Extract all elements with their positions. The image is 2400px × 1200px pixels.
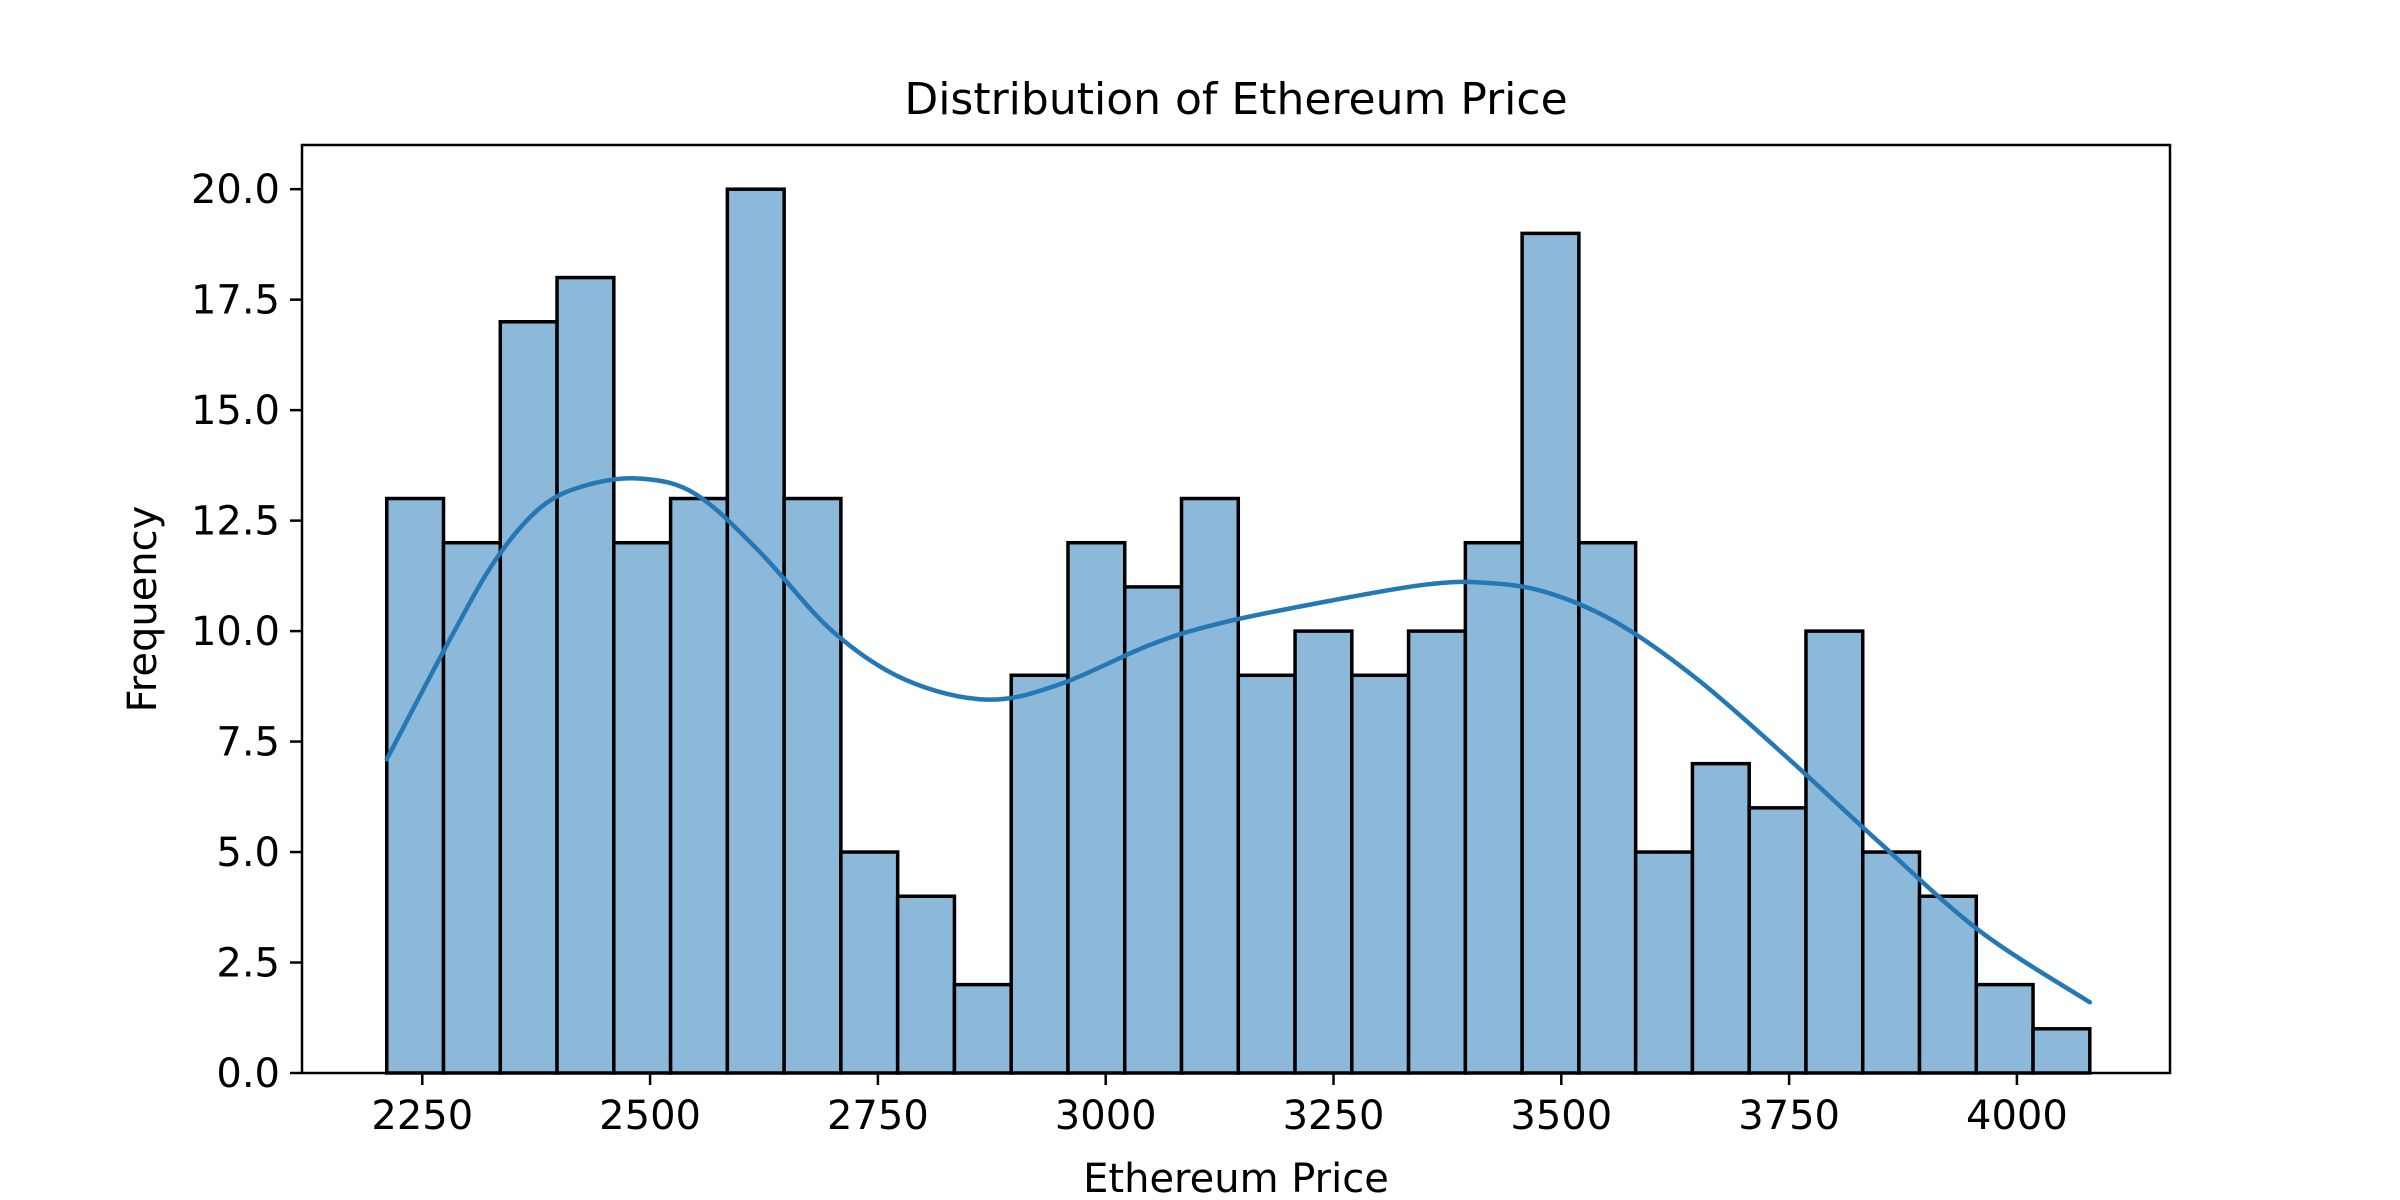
histogram-bar — [555, 275, 616, 1075]
y-tick-label: 0.0 — [216, 1051, 280, 1097]
histogram-bar — [782, 496, 843, 1075]
x-tick-label: 3500 — [1510, 1093, 1612, 1139]
histogram-bar — [1520, 231, 1581, 1075]
y-tick-label: 5.0 — [216, 830, 280, 876]
x-tick-label: 3000 — [1055, 1093, 1157, 1139]
histogram-bar — [725, 187, 786, 1075]
x-tick-label: 2250 — [371, 1093, 473, 1139]
histogram-bar — [2031, 1027, 2092, 1075]
histogram-bar — [839, 850, 900, 1075]
histogram-bar — [498, 320, 559, 1075]
histogram-bar — [668, 496, 730, 1075]
histogram-bar — [1974, 982, 2035, 1075]
y-tick-label: 20.0 — [191, 167, 280, 213]
y-tick-label: 12.5 — [191, 499, 280, 545]
x-axis: 2250 2500 2750 3000 3250 3500 3750 4000 — [371, 1073, 2068, 1139]
histogram-bar — [1066, 540, 1127, 1075]
histogram-bar — [384, 496, 446, 1075]
histogram-bar — [1860, 850, 1922, 1075]
histogram-bar — [1406, 629, 1468, 1075]
plot-frame — [300, 143, 2172, 1075]
y-axis-label: Frequency — [120, 506, 166, 713]
y-tick-label: 10.0 — [191, 609, 280, 655]
kde-line — [384, 476, 2093, 1005]
histogram-bar — [612, 540, 673, 1075]
histogram-bar — [1179, 496, 1241, 1075]
histogram-bar — [1690, 761, 1751, 1075]
y-tick-label: 15.0 — [191, 388, 280, 434]
histogram-bar — [441, 540, 503, 1075]
histogram-bar — [1463, 540, 1524, 1075]
histogram-bar — [1236, 673, 1297, 1075]
bars-group — [384, 187, 2092, 1075]
y-tick-label: 17.5 — [191, 278, 280, 324]
histogram-bar — [1122, 585, 1184, 1075]
chart-title: Distribution of Ethereum Price — [904, 74, 1567, 125]
histogram-bar — [1633, 850, 1695, 1075]
y-tick-label: 7.5 — [216, 720, 280, 766]
histogram-bar — [1577, 540, 1638, 1075]
histogram-bar — [1009, 673, 1070, 1075]
x-tick-label: 4000 — [1966, 1093, 2068, 1139]
kde-group — [384, 476, 2093, 1005]
y-tick-label: 2.5 — [216, 941, 280, 987]
x-tick-label: 3750 — [1738, 1093, 1840, 1139]
histogram-bar — [1747, 806, 1808, 1075]
x-tick-label: 2500 — [599, 1093, 701, 1139]
histogram-bar — [1804, 629, 1865, 1075]
y-axis: 0.0 2.5 5.0 7.5 10.0 12.5 15.0 17.5 20.0 — [191, 167, 302, 1097]
histogram-bar — [895, 894, 957, 1075]
x-axis-label: Ethereum Price — [1083, 1156, 1389, 1200]
x-tick-label: 3250 — [1283, 1093, 1385, 1139]
histogram-bar — [952, 982, 1013, 1075]
histogram-bar — [1350, 673, 1411, 1075]
histogram-bar — [1293, 629, 1354, 1075]
x-tick-label: 2750 — [827, 1093, 929, 1139]
